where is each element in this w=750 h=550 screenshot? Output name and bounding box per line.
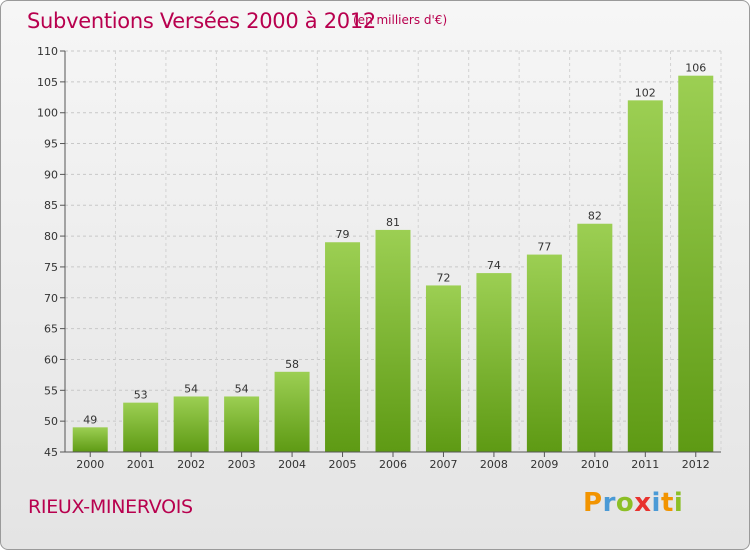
x-tick-label-2007: 2007 [429, 458, 457, 471]
logo-letter: r [602, 488, 616, 518]
y-tick-label: 50 [44, 415, 58, 428]
logo-letter: i [673, 488, 684, 518]
data-label-2012: 106 [685, 62, 706, 75]
data-label-2005: 79 [336, 228, 350, 241]
data-label-2003: 54 [235, 382, 249, 395]
logo-letter: P [583, 488, 603, 518]
data-label-2004: 58 [285, 358, 299, 371]
x-tick-label-2008: 2008 [480, 458, 508, 471]
data-label-2009: 77 [537, 241, 551, 254]
data-label-2008: 74 [487, 259, 501, 272]
proxiti-logo: Proxiti [583, 488, 683, 518]
commune-name: RIEUX-MINERVOIS [28, 496, 193, 518]
logo-letter: o [615, 488, 635, 518]
chart-title: Subventions Versées 2000 à 2012 [27, 9, 376, 33]
x-tick-label-2011: 2011 [631, 458, 659, 471]
chart-subtitle: (en milliers d'€) [353, 13, 448, 27]
y-tick-label: 110 [37, 45, 58, 58]
y-tick-label: 70 [44, 292, 58, 305]
logo-letter: x [634, 488, 652, 518]
bar-2003 [224, 396, 260, 452]
bar-2004 [274, 371, 310, 452]
x-tick-label-2004: 2004 [278, 458, 306, 471]
y-tick-label: 45 [44, 446, 58, 459]
bar-2001 [123, 402, 159, 452]
bar-2002 [173, 396, 209, 452]
data-label-2001: 53 [134, 389, 148, 402]
y-tick-label: 75 [44, 261, 58, 274]
y-tick-label: 80 [44, 230, 58, 243]
axes: 45 50 55 60 65 70 75 80 85 90 95 100 105 110 2000 2001 2… [37, 45, 721, 471]
data-label-2006: 81 [386, 216, 400, 229]
data-label-2000: 49 [83, 413, 97, 426]
x-tick-label-2005: 2005 [329, 458, 357, 471]
x-tick-label-2010: 2010 [581, 458, 609, 471]
x-tick-label-2000: 2000 [76, 458, 104, 471]
x-tick-label-2012: 2012 [682, 458, 710, 471]
bar-2005 [325, 242, 361, 452]
y-tick-label: 100 [37, 107, 58, 120]
x-tick-label-2003: 2003 [228, 458, 256, 471]
y-tick-label: 55 [44, 384, 58, 397]
bar-2006 [375, 229, 411, 452]
bar-2009 [526, 254, 562, 452]
data-label-2011: 102 [635, 86, 656, 99]
bar-2011 [627, 100, 663, 452]
x-tick-label-2001: 2001 [127, 458, 155, 471]
data-label-2002: 54 [184, 382, 198, 395]
bar-2007 [425, 285, 461, 452]
data-label-2010: 82 [588, 210, 602, 223]
bar-2000 [72, 427, 108, 452]
y-tick-label: 90 [44, 168, 58, 181]
y-tick-label: 105 [37, 76, 58, 89]
y-tick-label: 65 [44, 323, 58, 336]
bar-2010 [577, 223, 613, 452]
x-tick-label-2006: 2006 [379, 458, 407, 471]
data-label-2007: 72 [436, 271, 450, 284]
y-tick-label: 95 [44, 138, 58, 151]
x-tick-label-2002: 2002 [177, 458, 205, 471]
logo-letter: i [651, 488, 661, 518]
y-tick-label: 60 [44, 353, 58, 366]
bar-2012 [678, 75, 714, 452]
x-tick-label-2009: 2009 [530, 458, 558, 471]
bar-2008 [476, 273, 512, 452]
logo-letter: t [660, 488, 674, 518]
y-tick-label: 85 [44, 199, 58, 212]
bars: 49 53 54 54 58 79 81 72 74 77 82 102 106 [72, 62, 714, 452]
